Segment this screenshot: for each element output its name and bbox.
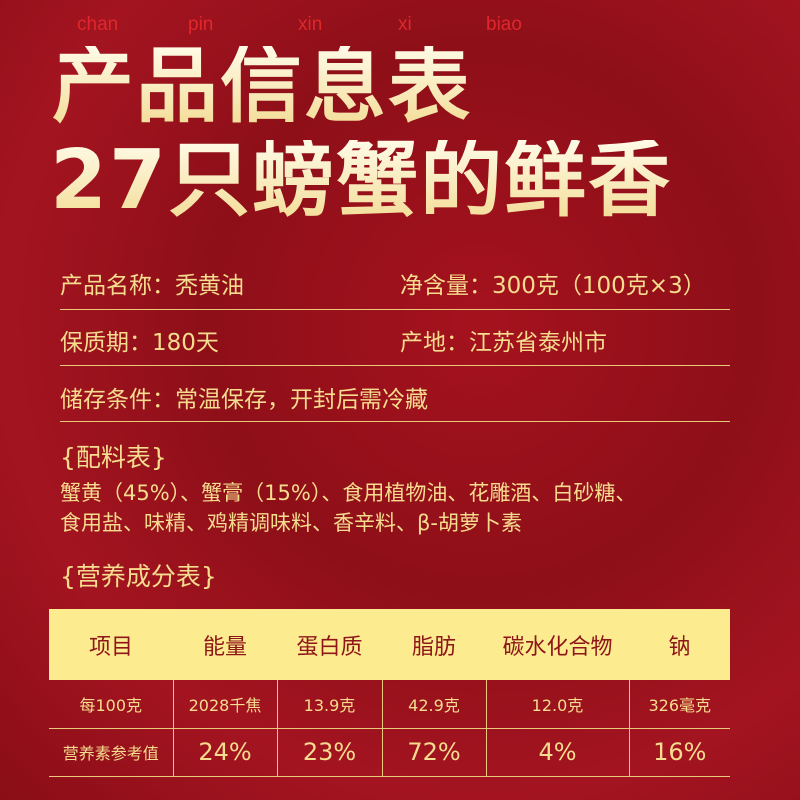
page-title: 产品信息表	[52, 39, 473, 134]
page-subtitle: 27只螃蟹的鲜香	[50, 133, 673, 228]
cell: 营养素参考值	[49, 728, 174, 777]
divider	[60, 309, 730, 310]
cell: 24%	[172, 728, 278, 777]
header-cell: 能量	[173, 609, 277, 680]
table-row: 营养素参考值 24% 23% 72% 4% 16%	[49, 728, 730, 777]
divider	[60, 421, 730, 422]
pinyin-xi: xi	[398, 14, 412, 35]
pinyin-pin: pin	[188, 14, 214, 35]
origin: 产地：江苏省泰州市	[400, 330, 607, 356]
cell: 4%	[485, 728, 630, 777]
storage: 储存条件：常温保存，开封后需冷藏	[60, 387, 428, 413]
pinyin-chan: chan	[77, 14, 119, 35]
cell: 13.9克	[276, 680, 383, 729]
net-content: 净含量：300克（100克×3）	[400, 273, 706, 299]
cell: 23%	[276, 728, 383, 777]
ingredients-line: 食用盐、味精、鸡精调味料、香辛料、β-胡萝卜素	[60, 511, 522, 535]
ingredients-title: {配料表}	[60, 443, 167, 472]
ingredients-line: 蟹黄（45%）、蟹膏（15%）、食用植物油、花雕酒、白砂糖、	[60, 481, 637, 505]
header-cell: 脂肪	[382, 609, 486, 680]
table-header: 项目 能量 蛋白质 脂肪 碳水化合物 钠	[49, 609, 730, 680]
header-cell: 碳水化合物	[486, 609, 629, 680]
cell: 每100克	[49, 680, 174, 729]
header-cell: 蛋白质	[277, 609, 382, 680]
header-cell: 钠	[629, 609, 730, 680]
ingredients-list: 蟹黄（45%）、蟹膏（15%）、食用植物油、花雕酒、白砂糖、 食用盐、味精、鸡精…	[60, 478, 780, 538]
cell: 16%	[628, 728, 730, 777]
shelf-life: 保质期：180天	[60, 330, 219, 356]
nutrition-title: {营养成分表}	[60, 562, 217, 591]
product-name: 产品名称：秃黄油	[60, 273, 244, 299]
cell: 42.9克	[381, 680, 487, 729]
header-cell: 项目	[49, 609, 173, 680]
divider	[60, 365, 730, 366]
pinyin-biao: biao	[486, 14, 522, 35]
cell: 2028千焦	[172, 680, 278, 729]
table-row: 每100克 2028千焦 13.9克 42.9克 12.0克 326毫克	[49, 680, 730, 729]
pinyin-xin: xin	[298, 14, 323, 35]
cell: 326毫克	[628, 680, 730, 729]
cell: 72%	[381, 728, 487, 777]
nutrition-table: 项目 能量 蛋白质 脂肪 碳水化合物 钠 每100克 2028千焦 13.9克 …	[49, 609, 730, 777]
cell: 12.0克	[485, 680, 630, 729]
